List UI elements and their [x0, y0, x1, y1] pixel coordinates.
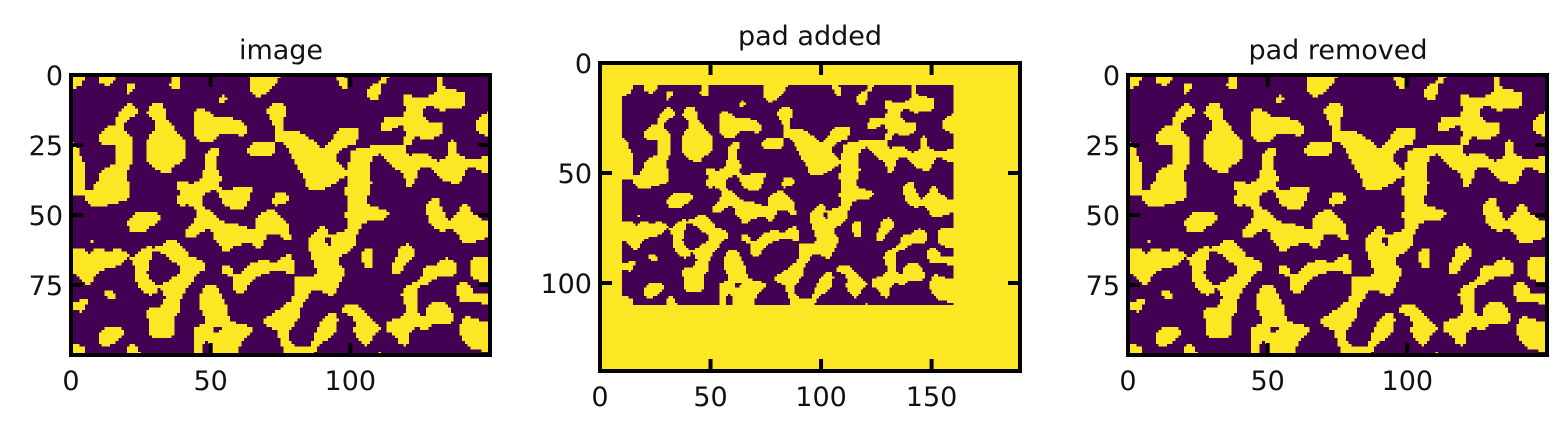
x-tick-label: 50: [1250, 366, 1284, 397]
y-tick-label: 75: [29, 271, 63, 302]
x-tick-label: 100: [325, 366, 377, 397]
panel-pad-added: pad added 0 50 100 150 0 50 100: [540, 21, 1022, 413]
panel-pad-removed: pad removed 0 50 100 0 25 50 75: [1086, 35, 1549, 397]
y-tick-label: 50: [558, 159, 592, 190]
x-tick-label: 50: [193, 366, 227, 397]
panel-image: image 0 50 100 0 25 50 75: [29, 35, 492, 397]
y-tick-label: 0: [575, 49, 592, 80]
panel-title-pad-added: pad added: [738, 21, 882, 52]
heatmap-image: [600, 63, 1020, 371]
axis-ticks-pad-added: 0 50 100 150 0 50 100: [540, 49, 1020, 413]
panel-title-pad-removed: pad removed: [1248, 35, 1427, 66]
heatmap-image: [71, 75, 490, 355]
axes-frame: [69, 73, 492, 357]
y-tick-label: 50: [29, 201, 63, 232]
panel-title-image: image: [239, 35, 323, 66]
x-tick-label: 0: [1119, 366, 1136, 397]
axis-ticks-image: 0 50 100 0 25 50 75: [29, 61, 490, 397]
x-tick-label: 100: [795, 382, 847, 413]
y-tick-label: 25: [1086, 131, 1120, 162]
y-tick-label: 0: [46, 61, 63, 92]
x-tick-label: 50: [693, 382, 727, 413]
y-tick-label: 25: [29, 131, 63, 162]
x-tick-label: 100: [1382, 366, 1434, 397]
y-tick-label: 50: [1086, 201, 1120, 232]
y-tick-label: 100: [540, 269, 592, 300]
y-tick-label: 0: [1103, 61, 1120, 92]
axes-frame: [1126, 73, 1549, 357]
heatmap-image: [1128, 75, 1547, 355]
x-tick-label: 0: [591, 382, 608, 413]
x-tick-label: 0: [62, 366, 79, 397]
x-tick-label: 150: [906, 382, 958, 413]
y-tick-label: 75: [1086, 271, 1120, 302]
axes-frame: [598, 61, 1022, 373]
